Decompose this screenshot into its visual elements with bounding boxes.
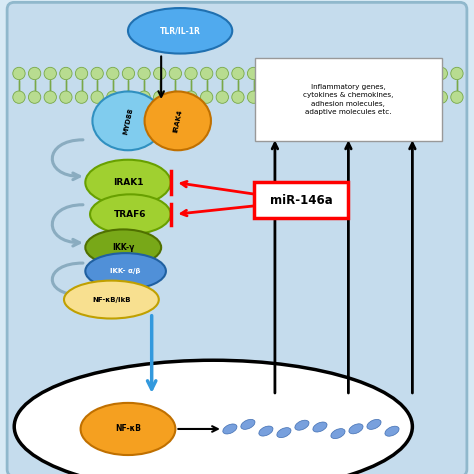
Circle shape xyxy=(326,67,338,80)
Circle shape xyxy=(75,91,88,103)
Circle shape xyxy=(185,91,197,103)
Circle shape xyxy=(404,67,416,80)
Ellipse shape xyxy=(313,422,327,432)
Circle shape xyxy=(138,67,150,80)
FancyArrowPatch shape xyxy=(52,205,83,246)
Circle shape xyxy=(419,91,432,103)
Ellipse shape xyxy=(295,420,309,430)
Circle shape xyxy=(341,91,354,103)
Ellipse shape xyxy=(223,424,237,434)
Text: NF-κB: NF-κB xyxy=(115,425,141,433)
Circle shape xyxy=(13,91,25,103)
Circle shape xyxy=(451,67,463,80)
Circle shape xyxy=(185,67,197,80)
Text: TRAF6: TRAF6 xyxy=(114,210,146,219)
Circle shape xyxy=(138,91,150,103)
Circle shape xyxy=(388,67,401,80)
Circle shape xyxy=(294,91,307,103)
Circle shape xyxy=(122,67,135,80)
Ellipse shape xyxy=(14,360,412,474)
Circle shape xyxy=(247,67,260,80)
Ellipse shape xyxy=(331,428,345,438)
Circle shape xyxy=(388,91,401,103)
Circle shape xyxy=(44,67,56,80)
Circle shape xyxy=(357,91,369,103)
Ellipse shape xyxy=(64,281,159,319)
Circle shape xyxy=(91,67,103,80)
Text: TLR/IL-1R: TLR/IL-1R xyxy=(160,27,201,35)
Circle shape xyxy=(263,67,275,80)
Circle shape xyxy=(451,91,463,103)
Circle shape xyxy=(373,91,385,103)
Text: IKK- α/β: IKK- α/β xyxy=(110,268,141,274)
FancyArrowPatch shape xyxy=(52,263,83,298)
Ellipse shape xyxy=(241,419,255,429)
Ellipse shape xyxy=(385,426,399,436)
Circle shape xyxy=(247,91,260,103)
Circle shape xyxy=(91,91,103,103)
Circle shape xyxy=(107,67,119,80)
Text: IKK-γ: IKK-γ xyxy=(112,243,135,252)
Circle shape xyxy=(216,67,228,80)
Text: IRAK1: IRAK1 xyxy=(113,178,143,187)
Ellipse shape xyxy=(85,160,171,205)
Circle shape xyxy=(435,67,447,80)
Circle shape xyxy=(28,91,41,103)
Circle shape xyxy=(263,91,275,103)
Circle shape xyxy=(373,67,385,80)
Circle shape xyxy=(169,91,182,103)
Circle shape xyxy=(232,91,244,103)
Circle shape xyxy=(310,91,322,103)
Circle shape xyxy=(107,91,119,103)
Ellipse shape xyxy=(128,8,232,54)
Circle shape xyxy=(419,67,432,80)
FancyArrowPatch shape xyxy=(52,140,83,180)
Ellipse shape xyxy=(349,424,363,434)
Circle shape xyxy=(341,67,354,80)
Ellipse shape xyxy=(92,91,164,150)
Text: MYD88: MYD88 xyxy=(122,107,134,135)
Circle shape xyxy=(404,91,416,103)
Circle shape xyxy=(357,67,369,80)
Circle shape xyxy=(232,67,244,80)
Text: IRAK4: IRAK4 xyxy=(173,109,183,133)
Ellipse shape xyxy=(367,419,381,429)
Circle shape xyxy=(75,67,88,80)
Circle shape xyxy=(28,67,41,80)
Ellipse shape xyxy=(145,91,211,150)
Circle shape xyxy=(294,67,307,80)
Circle shape xyxy=(60,67,72,80)
Circle shape xyxy=(326,91,338,103)
Ellipse shape xyxy=(277,428,291,438)
Ellipse shape xyxy=(85,229,161,265)
Ellipse shape xyxy=(85,253,166,289)
Circle shape xyxy=(60,91,72,103)
Circle shape xyxy=(201,91,213,103)
FancyBboxPatch shape xyxy=(254,182,348,218)
Circle shape xyxy=(122,91,135,103)
Ellipse shape xyxy=(81,403,175,455)
FancyBboxPatch shape xyxy=(7,2,467,474)
Text: miR-146a: miR-146a xyxy=(270,193,332,207)
Circle shape xyxy=(154,91,166,103)
Ellipse shape xyxy=(90,194,171,234)
FancyBboxPatch shape xyxy=(255,58,442,141)
Circle shape xyxy=(435,91,447,103)
Circle shape xyxy=(279,67,291,80)
Circle shape xyxy=(154,67,166,80)
Circle shape xyxy=(169,67,182,80)
Circle shape xyxy=(13,67,25,80)
Circle shape xyxy=(216,91,228,103)
Text: Inflammatory genes,
cytokines & chemokines,
adhesion molecules,
adaptive molecul: Inflammatory genes, cytokines & chemokin… xyxy=(303,84,393,115)
Circle shape xyxy=(201,67,213,80)
Ellipse shape xyxy=(259,426,273,436)
Circle shape xyxy=(310,67,322,80)
Text: NF-κB/IkB: NF-κB/IkB xyxy=(92,297,131,302)
Circle shape xyxy=(44,91,56,103)
Circle shape xyxy=(279,91,291,103)
